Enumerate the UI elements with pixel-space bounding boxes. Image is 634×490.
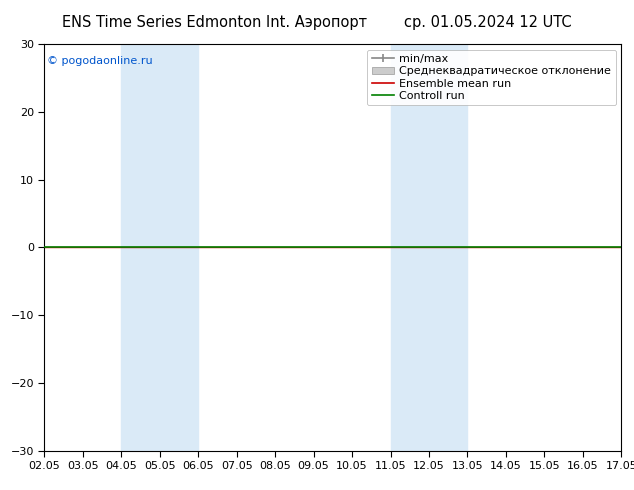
Text: ENS Time Series Edmonton Int. Аэропорт        ср. 01.05.2024 12 UTC: ENS Time Series Edmonton Int. Аэропорт с…	[62, 15, 572, 30]
Bar	[121, 44, 198, 451]
Legend: min/max, Среднеквадратическое отклонение, Ensemble mean run, Controll run: min/max, Среднеквадратическое отклонение…	[367, 49, 616, 105]
Text: © pogodaonline.ru: © pogodaonline.ru	[48, 56, 153, 66]
Bar	[391, 44, 467, 451]
